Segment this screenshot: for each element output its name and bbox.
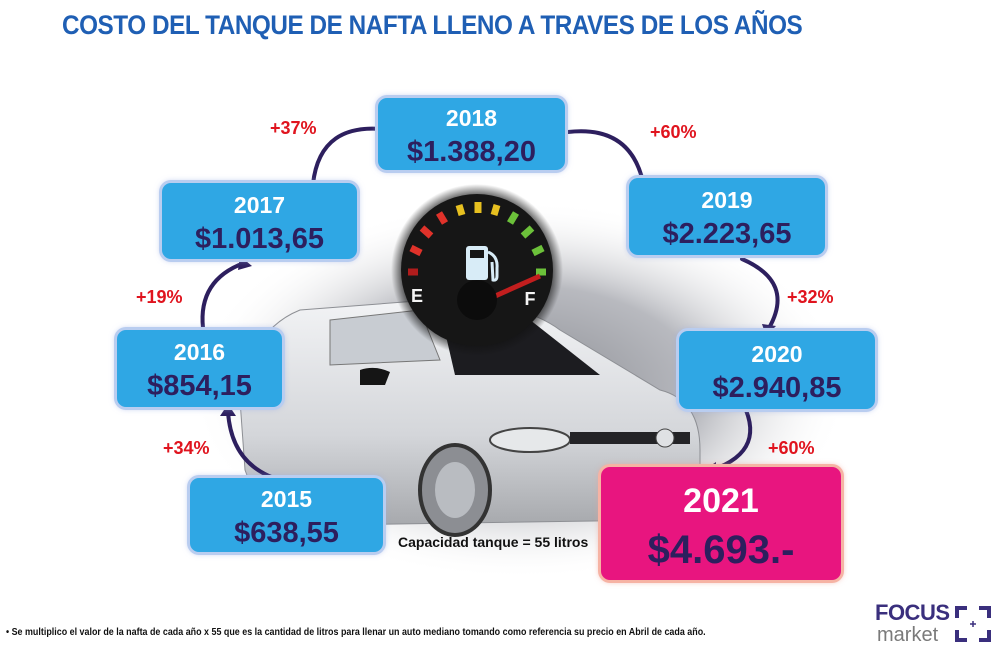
increase-2019: +60%	[650, 122, 697, 142]
year-label: 2021	[683, 482, 759, 520]
logo-text-market: market	[877, 624, 939, 646]
year-label: 2018	[445, 105, 498, 131]
increase-2021: +60%	[768, 438, 815, 458]
arrow-2016-2017	[200, 261, 246, 330]
fuel-pump-icon	[466, 246, 499, 282]
year-label: 2017	[233, 192, 286, 218]
increase-2018: +37%	[270, 118, 317, 138]
year-box-2019: 2019 $2.223,65	[629, 178, 825, 255]
page-title: COSTO DEL TANQUE DE NAFTA LLENO A TRAVES…	[62, 10, 803, 40]
arrowhead-2017	[238, 256, 252, 270]
increase-2016: +34%	[163, 438, 210, 458]
gauge-empty-label: E	[411, 286, 423, 306]
year-cost: $1.013,65	[194, 223, 324, 255]
year-cost: $2.940,85	[712, 372, 842, 404]
year-label: 2015	[260, 486, 313, 512]
year-cost: $1.388,20	[406, 136, 536, 168]
year-label: 2016	[173, 339, 226, 365]
year-cost: $4.693.-	[647, 528, 795, 572]
year-box-2016: 2016 $854,15	[117, 330, 282, 407]
tank-capacity-note: Capacidad tanque = 55 litros	[398, 534, 589, 550]
year-label: 2020	[751, 341, 803, 367]
footnote: • Se multiplico el valor de la nafta de …	[6, 626, 706, 638]
arrow-2019-2020	[740, 257, 780, 330]
arrow-2018-2019	[566, 129, 645, 184]
year-box-2017: 2017 $1.013,65	[162, 183, 357, 259]
year-box-2020: 2020 $2.940,85	[679, 331, 875, 409]
arrow-2017-2018	[311, 126, 392, 186]
arrowhead-2016	[220, 404, 236, 416]
increase-2020: +32%	[787, 287, 834, 307]
year-box-2015: 2015 $638,55	[190, 478, 383, 552]
logo-text-focus: FOCUS	[875, 600, 950, 625]
focus-market-logo: FOCUS market	[875, 600, 995, 650]
year-cost: $2.223,65	[662, 218, 792, 250]
focus-bracket-icon	[955, 606, 991, 642]
gauge-full-label: F	[525, 289, 536, 309]
year-label: 2019	[701, 187, 753, 213]
year-box-2018: 2018 $1.388,20	[378, 98, 565, 170]
increase-2017: +19%	[136, 287, 183, 307]
year-cost: $854,15	[147, 370, 252, 402]
year-cost: $638,55	[234, 517, 339, 549]
year-box-2021: 2021 $4.693.-	[601, 467, 841, 580]
